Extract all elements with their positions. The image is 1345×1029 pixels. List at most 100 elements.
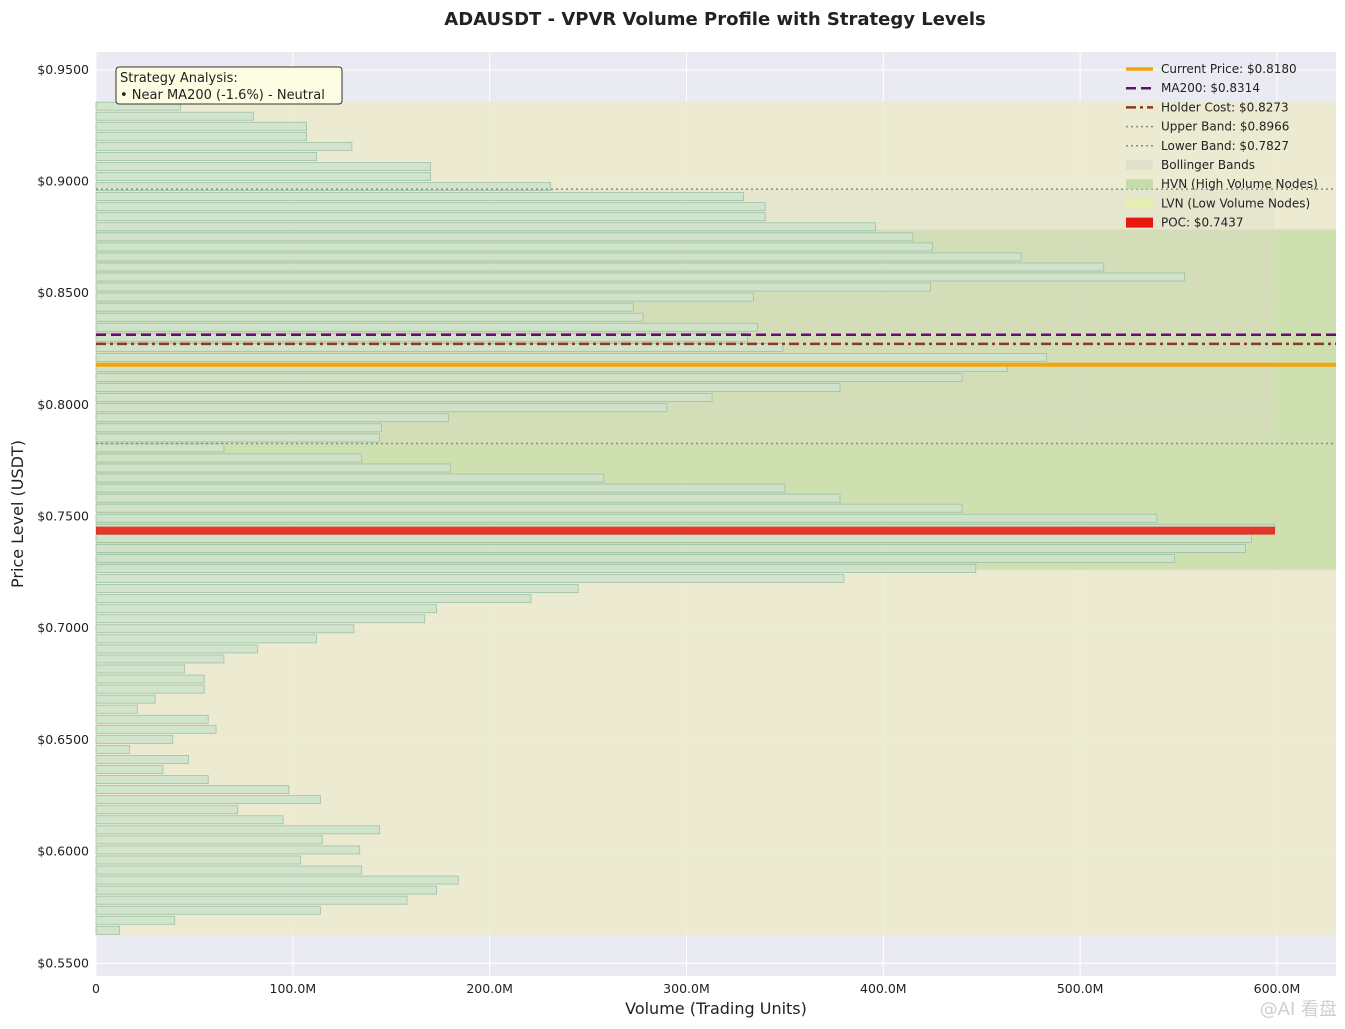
legend-item-4: Lower Band: $0.7827 — [1126, 139, 1289, 153]
chart-title: ADAUSDT - VPVR Volume Profile with Strat… — [444, 9, 985, 30]
annotation-title: Strategy Analysis: — [120, 71, 238, 86]
legend-label-2: Holder Cost: $0.8273 — [1161, 100, 1289, 114]
volume-bar-61 — [95, 312, 644, 322]
legend-swatch-8 — [1126, 217, 1153, 228]
volume-bar-11 — [95, 815, 284, 825]
y-axis-label: Price Level (USDT) — [8, 440, 27, 588]
volume-bar-30 — [95, 624, 355, 634]
volume-bar-72 — [95, 202, 766, 212]
volume-bar-81 — [95, 111, 254, 121]
volume-bar-41 — [95, 513, 1158, 523]
volume-bar-3 — [95, 895, 408, 905]
legend-label-0: Current Price: $0.8180 — [1161, 62, 1297, 76]
volume-bar-32 — [95, 604, 437, 614]
x-tick-label-5: 500.0M — [1057, 981, 1104, 996]
volume-bar-18 — [95, 744, 130, 754]
volume-bar-43 — [95, 493, 841, 503]
poc-bar — [96, 526, 1275, 535]
x-tick-label-2: 200.0M — [466, 981, 513, 996]
volume-bar-53 — [95, 393, 713, 403]
volume-bar-34 — [95, 584, 579, 594]
volume-bar-13 — [95, 795, 321, 805]
volume-bar-45 — [95, 473, 605, 483]
volume-bar-15 — [95, 775, 209, 784]
x-tick-label-1: 100.0M — [270, 981, 317, 996]
volume-bar-6 — [95, 865, 363, 875]
volume-bar-59 — [95, 332, 748, 342]
y-tick-label-3: $0.7000 — [37, 620, 89, 635]
y-tick-label-6: $0.8500 — [37, 285, 89, 300]
volume-bar-49 — [95, 433, 380, 443]
y-tick-label-4: $0.7500 — [37, 509, 89, 524]
volume-bar-10 — [95, 825, 380, 835]
level-lines — [96, 188, 1336, 445]
volume-bar-19 — [95, 734, 174, 744]
legend-item-3: Upper Band: $0.8966 — [1126, 120, 1289, 134]
volume-bar-64 — [95, 282, 931, 292]
volume-bar-2 — [95, 905, 321, 915]
x-axis-ticks: 0 100.0M 200.0M 300.0M 400.0M 500.0M 600.0M — [92, 981, 1300, 996]
volume-bar-77 — [95, 151, 317, 161]
volume-bar-80 — [95, 121, 308, 131]
volume-bar-63 — [95, 292, 754, 302]
volume-bar-75 — [95, 172, 432, 181]
volume-bar-8 — [95, 845, 361, 855]
volume-bar-36 — [95, 564, 977, 573]
volume-bar-9 — [95, 835, 323, 845]
annotation-box — [115, 66, 343, 105]
volume-bar-62 — [95, 302, 634, 312]
volume-bar-57 — [95, 353, 1048, 362]
x-tick-label-6: 600.0M — [1254, 981, 1301, 996]
volume-bar-14 — [95, 785, 290, 795]
volume-bar-16 — [95, 765, 164, 774]
volume-bar-33 — [95, 594, 532, 604]
volume-bar-0 — [95, 925, 121, 935]
strategy-annotation: Strategy Analysis: • Near MA200 (-1.6%) … — [115, 66, 343, 105]
volume-bar-44 — [95, 483, 786, 493]
watermark: @AI 看盘 — [1259, 999, 1337, 1020]
volume-bar-22 — [95, 704, 138, 714]
legend-label-4: Lower Band: $0.7827 — [1161, 139, 1289, 153]
volume-bar-5 — [95, 875, 459, 885]
volume-bar-46 — [95, 463, 451, 473]
volume-bar-31 — [95, 614, 426, 624]
y-tick-label-5: $0.8000 — [37, 397, 89, 412]
volume-bar-69 — [95, 232, 914, 242]
volume-bar-60 — [95, 322, 758, 332]
legend: Current Price: $0.8180 MA200: $0.8314 Hold… — [1126, 62, 1318, 230]
legend-item-8: POC: $0.7437 — [1126, 216, 1244, 230]
y-tick-label-8: $0.9500 — [37, 62, 89, 77]
volume-bar-73 — [95, 192, 744, 202]
x-tick-label-0: 0 — [92, 981, 100, 996]
volume-bar-21 — [95, 714, 209, 724]
legend-label-8: POC: $0.7437 — [1161, 216, 1244, 230]
volume-bar-68 — [95, 242, 933, 252]
volume-bar-27 — [95, 654, 225, 664]
annotation-text: • Near MA200 (-1.6%) - Neutral — [120, 88, 325, 103]
legend-swatch-5 — [1126, 160, 1153, 170]
y-tick-label-7: $0.9000 — [37, 174, 89, 189]
volume-bar-48 — [95, 443, 225, 453]
volume-bar-51 — [95, 413, 449, 423]
volume-bar-78 — [95, 141, 353, 151]
legend-label-5: Bollinger Bands — [1161, 158, 1255, 172]
volume-bar-74 — [95, 182, 552, 191]
y-tick-label-2: $0.6500 — [37, 732, 89, 747]
volume-bar-23 — [95, 694, 156, 704]
volume-bar-24 — [95, 684, 205, 694]
legend-item-1: MA200: $0.8314 — [1126, 81, 1260, 95]
legend-label-6: HVN (High Volume Nodes) — [1161, 177, 1318, 191]
y-axis-ticks: $0.5500 $0.6000 $0.6500 $0.7000 $0.7500 $0.80… — [37, 62, 89, 970]
volume-bar-4 — [95, 885, 437, 895]
volume-bar-66 — [95, 262, 1105, 272]
legend-item-7: LVN (Low Volume Nodes) — [1126, 196, 1310, 210]
legend-item-0: Current Price: $0.8180 — [1126, 62, 1297, 76]
volume-bar-28 — [95, 644, 258, 654]
legend-swatch-7 — [1126, 198, 1153, 209]
volume-bar-42 — [95, 503, 963, 513]
volume-bar-50 — [95, 423, 382, 433]
volume-bar-71 — [95, 212, 766, 222]
x-tick-label-3: 300.0M — [663, 981, 710, 996]
legend-item-2: Holder Cost: $0.8273 — [1126, 100, 1289, 114]
